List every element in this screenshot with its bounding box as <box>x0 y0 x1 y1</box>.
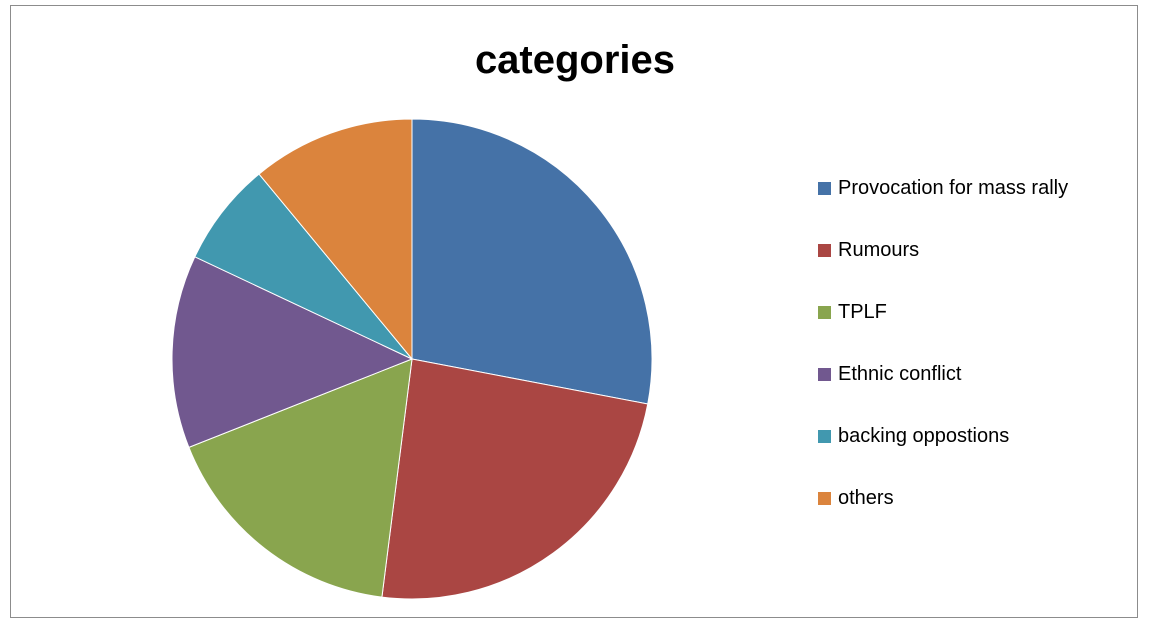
pie-slices <box>171 118 653 600</box>
legend-item: Ethnic conflict <box>818 362 961 386</box>
legend-label: TPLF <box>838 301 887 323</box>
legend-label: backing oppostions <box>838 425 1010 447</box>
legend-swatch <box>818 491 831 505</box>
pie-slice-provocation-for-mass-rally <box>411 118 653 405</box>
pie-slice-rumours <box>381 358 649 600</box>
pie-slice-others <box>258 118 413 361</box>
legend-item: others <box>818 486 894 510</box>
legend-label: others <box>838 487 894 509</box>
legend-swatch <box>818 305 831 319</box>
legend-item: backing oppostions <box>818 424 1009 448</box>
legend-label: Ethnic conflict <box>838 363 962 385</box>
legend-swatch <box>818 243 831 257</box>
legend-item: Rumours <box>818 238 919 262</box>
pie-slice-backing-oppostions <box>194 173 413 360</box>
legend-label: Rumours <box>838 239 920 261</box>
legend-item: TPLF <box>818 300 887 324</box>
legend-item: Provocation for mass rally <box>818 176 1068 200</box>
legend-swatch <box>818 181 831 195</box>
legend-swatch <box>818 429 831 443</box>
legend-label: Provocation for mass rally <box>838 177 1069 199</box>
pie-slice-ethnic-conflict <box>171 256 414 448</box>
pie-slice-tplf <box>188 358 413 598</box>
legend-swatch <box>818 367 831 381</box>
chart-title: categories <box>474 38 676 82</box>
